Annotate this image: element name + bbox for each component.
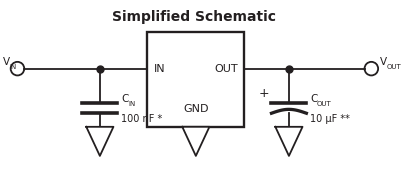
Text: OUT: OUT — [317, 101, 332, 107]
Text: IN: IN — [10, 64, 17, 70]
Text: OUT: OUT — [214, 64, 237, 74]
Text: Simplified Schematic: Simplified Schematic — [112, 11, 276, 24]
Polygon shape — [182, 127, 209, 156]
Text: IN: IN — [154, 64, 166, 74]
Polygon shape — [86, 127, 113, 156]
Text: V: V — [380, 57, 387, 67]
Text: 10 μF **: 10 μF ** — [310, 114, 350, 124]
Text: 100 nF *: 100 nF * — [121, 114, 162, 124]
Text: GND: GND — [183, 104, 209, 114]
Text: OUT: OUT — [387, 64, 401, 70]
Polygon shape — [275, 127, 302, 156]
Text: V: V — [3, 57, 10, 67]
Text: IN: IN — [128, 101, 135, 107]
Text: C: C — [121, 94, 129, 104]
Bar — [148, 32, 244, 127]
Text: C: C — [310, 94, 318, 104]
Text: +: + — [258, 87, 269, 100]
